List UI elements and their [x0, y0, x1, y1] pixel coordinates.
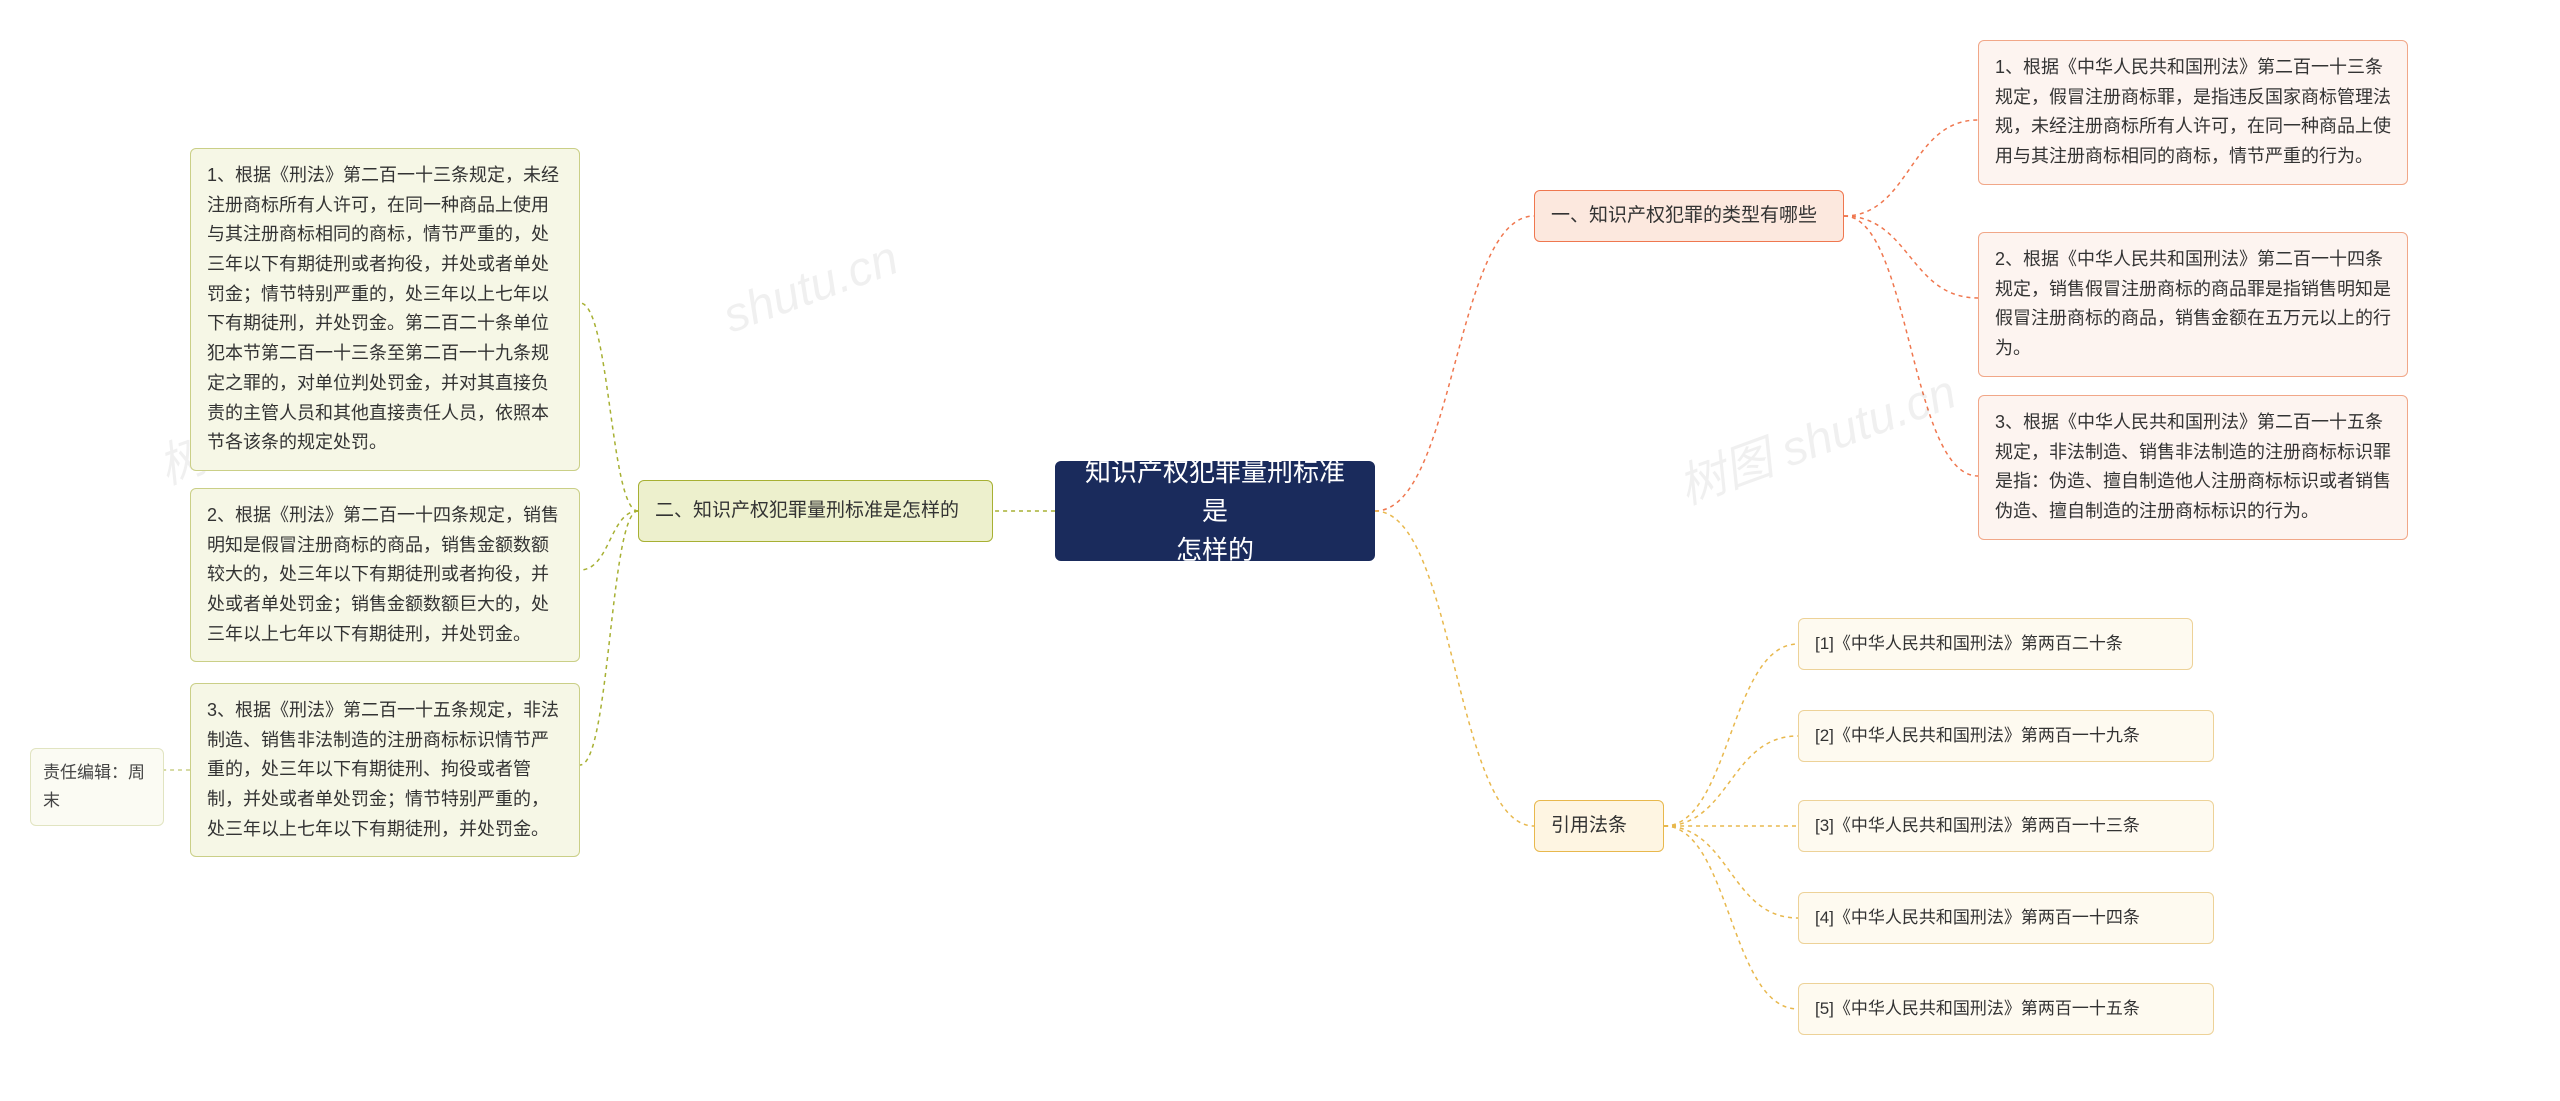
right-b2-item-4-text: [4]《中华人民共和国刑法》第两百一十四条 [1815, 904, 2140, 932]
right-b2-item-2: [2]《中华人民共和国刑法》第两百一十九条 [1798, 710, 2214, 762]
left-item-3-extra-text: 责任编辑：周末 [43, 759, 151, 815]
center-node: 知识产权犯罪量刑标准是 怎样的 [1055, 461, 1375, 561]
right-b2-item-3: [3]《中华人民共和国刑法》第两百一十三条 [1798, 800, 2214, 852]
right-b1-item-3: 3、根据《中华人民共和国刑法》第二百一十五条规定，非法制造、销售非法制造的注册商… [1978, 395, 2408, 540]
right-branch1-label: 一、知识产权犯罪的类型有哪些 [1534, 190, 1844, 242]
left-branch-text: 二、知识产权犯罪量刑标准是怎样的 [655, 495, 959, 526]
right-b1-item-1: 1、根据《中华人民共和国刑法》第二百一十三条规定，假冒注册商标罪，是指违反国家商… [1978, 40, 2408, 185]
right-b2-item-1-text: [1]《中华人民共和国刑法》第两百二十条 [1815, 630, 2123, 658]
right-b1-item-2: 2、根据《中华人民共和国刑法》第二百一十四条规定，销售假冒注册商标的商品罪是指销… [1978, 232, 2408, 377]
right-b1-item-3-text: 3、根据《中华人民共和国刑法》第二百一十五条规定，非法制造、销售非法制造的注册商… [1995, 408, 2391, 527]
watermark: shutu.cn [716, 231, 905, 345]
right-b1-item-1-text: 1、根据《中华人民共和国刑法》第二百一十三条规定，假冒注册商标罪，是指违反国家商… [1995, 53, 2391, 172]
right-b1-item-2-text: 2、根据《中华人民共和国刑法》第二百一十四条规定，销售假冒注册商标的商品罪是指销… [1995, 245, 2391, 364]
left-item-1-text: 1、根据《刑法》第二百一十三条规定，未经注册商标所有人许可，在同一种商品上使用与… [207, 161, 563, 458]
left-item-1: 1、根据《刑法》第二百一十三条规定，未经注册商标所有人许可，在同一种商品上使用与… [190, 148, 580, 471]
right-b2-item-2-text: [2]《中华人民共和国刑法》第两百一十九条 [1815, 722, 2140, 750]
left-item-2: 2、根据《刑法》第二百一十四条规定，销售明知是假冒注册商标的商品，销售金额数额较… [190, 488, 580, 662]
left-item-3-extra: 责任编辑：周末 [30, 748, 164, 826]
right-branch2-text: 引用法条 [1551, 810, 1627, 841]
right-b2-item-4: [4]《中华人民共和国刑法》第两百一十四条 [1798, 892, 2214, 944]
left-item-3: 3、根据《刑法》第二百一十五条规定，非法制造、销售非法制造的注册商标标识情节严重… [190, 683, 580, 857]
left-branch-label: 二、知识产权犯罪量刑标准是怎样的 [638, 480, 993, 542]
right-branch2-label: 引用法条 [1534, 800, 1664, 852]
right-b2-item-1: [1]《中华人民共和国刑法》第两百二十条 [1798, 618, 2193, 670]
center-node-text: 知识产权犯罪量刑标准是 怎样的 [1084, 453, 1346, 570]
right-b2-item-5-text: [5]《中华人民共和国刑法》第两百一十五条 [1815, 995, 2140, 1023]
right-b2-item-5: [5]《中华人民共和国刑法》第两百一十五条 [1798, 983, 2214, 1035]
right-b2-item-3-text: [3]《中华人民共和国刑法》第两百一十三条 [1815, 812, 2140, 840]
right-branch1-text: 一、知识产权犯罪的类型有哪些 [1551, 200, 1817, 231]
left-item-3-text: 3、根据《刑法》第二百一十五条规定，非法制造、销售非法制造的注册商标标识情节严重… [207, 696, 563, 844]
left-item-2-text: 2、根据《刑法》第二百一十四条规定，销售明知是假冒注册商标的商品，销售金额数额较… [207, 501, 563, 649]
watermark: 树图 shutu.cn [1667, 352, 1964, 517]
